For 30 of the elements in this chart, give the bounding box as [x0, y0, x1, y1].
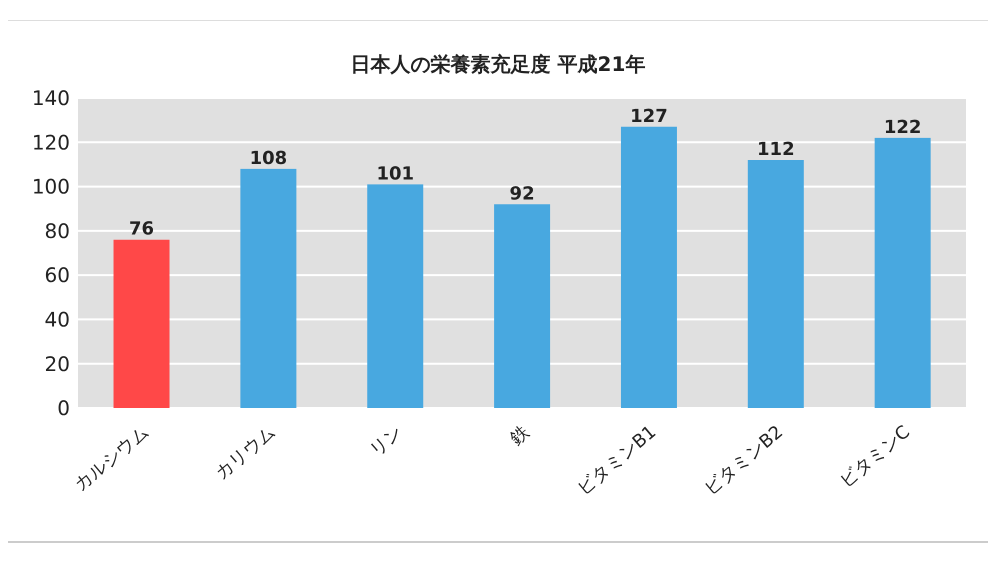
x-tick-label: 鉄 [506, 422, 534, 450]
data-label: 112 [757, 139, 795, 160]
bar [494, 204, 550, 408]
bar [367, 184, 424, 408]
y-tick-label: 100 [32, 174, 70, 199]
x-tick-label: ビタミンB1 [573, 422, 660, 500]
y-tick-label: 140 [32, 86, 70, 110]
data-label: 92 [510, 183, 535, 204]
x-tick-label: カルシウム [70, 422, 153, 496]
x-tick-label: ビタミンB2 [700, 422, 788, 500]
data-label: 122 [884, 116, 922, 138]
x-tick-label: リン [366, 422, 407, 461]
y-tick-label: 80 [44, 218, 70, 243]
bar [240, 168, 296, 408]
x-tick-label: カリウム [211, 422, 280, 484]
y-tick-label: 40 [44, 308, 70, 332]
data-label: 108 [250, 148, 288, 169]
bar [874, 138, 931, 408]
data-label: 76 [128, 218, 154, 240]
bar [748, 160, 804, 408]
data-label: 127 [630, 106, 668, 127]
bar [620, 126, 677, 408]
y-tick-label: 0 [57, 396, 70, 420]
data-label: 101 [376, 163, 414, 184]
y-tick-label: 60 [44, 263, 70, 288]
chart-title: 日本人の栄養素充足度 平成21年 [350, 51, 646, 78]
x-tick-label: ビタミンC [836, 422, 914, 492]
y-tick-label: 120 [32, 130, 70, 154]
y-tick-label: 20 [44, 352, 70, 376]
bar [114, 240, 170, 408]
